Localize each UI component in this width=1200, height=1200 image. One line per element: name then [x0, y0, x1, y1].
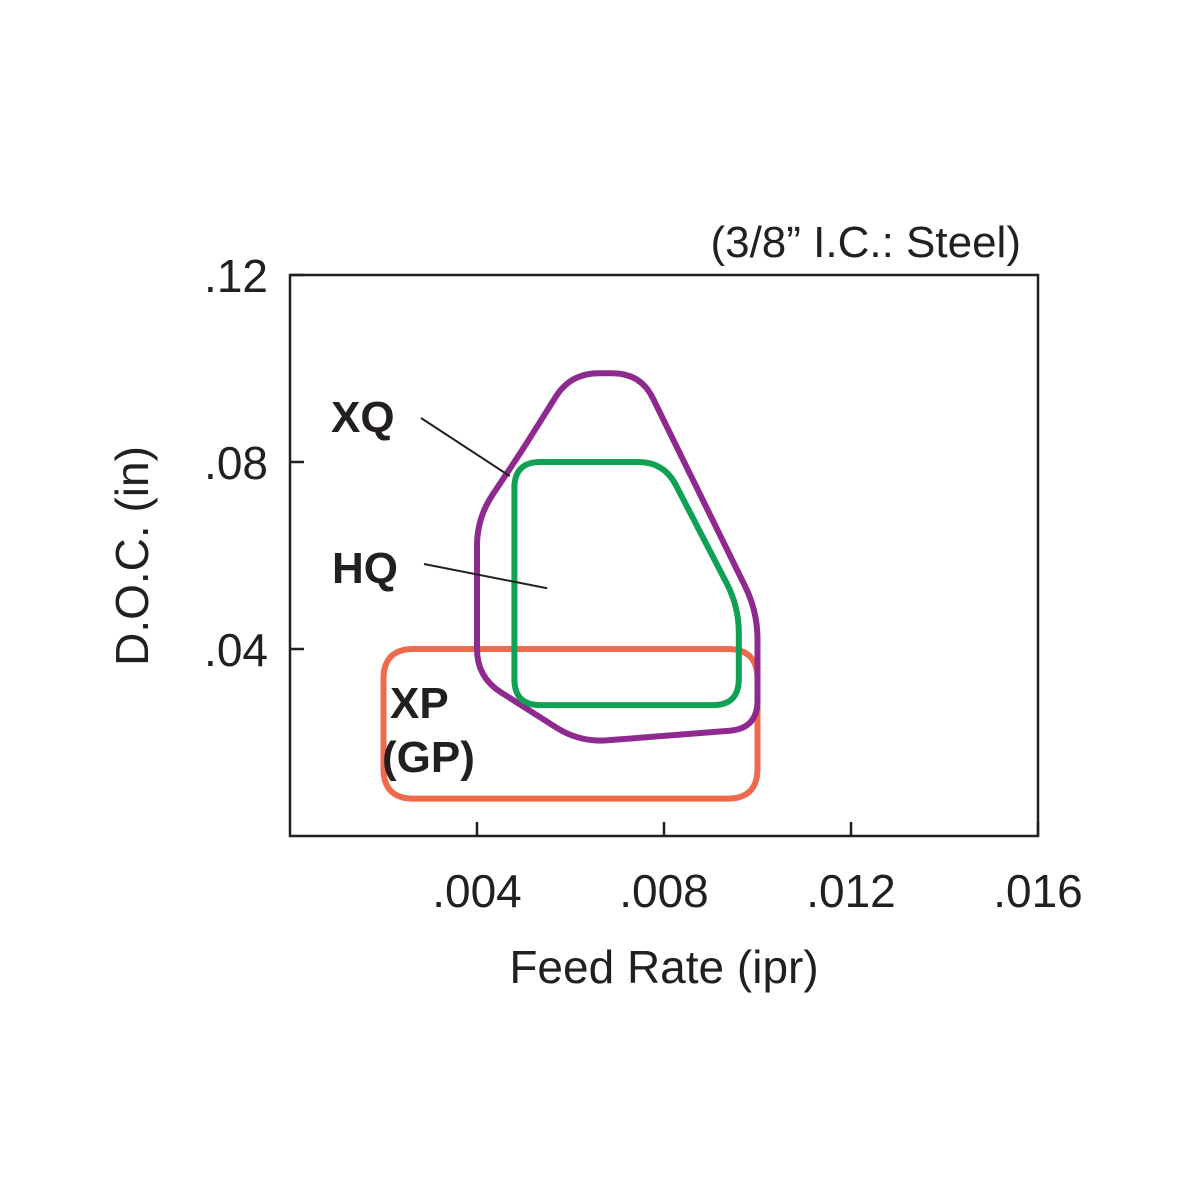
- x-tick-label: .004: [432, 865, 522, 917]
- y-tick-label: .04: [204, 624, 268, 676]
- xp-label: XP: [390, 679, 449, 728]
- gp-label: (GP): [382, 733, 475, 782]
- x-axis-ticks: .004 .008 .012 .016: [432, 822, 1083, 917]
- hq-label: HQ: [332, 544, 398, 593]
- y-axis-ticks: .04 .08 .12: [204, 250, 304, 676]
- x-tick-label: .016: [993, 865, 1083, 917]
- x-tick-label: .012: [806, 865, 896, 917]
- chart-subtitle: (3/8” I.C.: Steel): [710, 218, 1021, 267]
- region-xp-gp: [380, 646, 761, 802]
- x-axis-title: Feed Rate (ipr): [509, 941, 818, 993]
- region-hq: [511, 459, 742, 709]
- y-tick-label: .12: [204, 250, 268, 302]
- y-axis-title: D.O.C. (in): [106, 446, 158, 666]
- xq-leader-line: [420, 417, 511, 477]
- hq-leader-line: [423, 563, 548, 590]
- leader-lines: [420, 417, 548, 590]
- region-xq: [474, 370, 761, 744]
- y-tick-label: .08: [204, 437, 268, 489]
- regions: [380, 370, 761, 802]
- xq-label: XQ: [331, 393, 395, 442]
- x-tick-label: .008: [619, 865, 709, 917]
